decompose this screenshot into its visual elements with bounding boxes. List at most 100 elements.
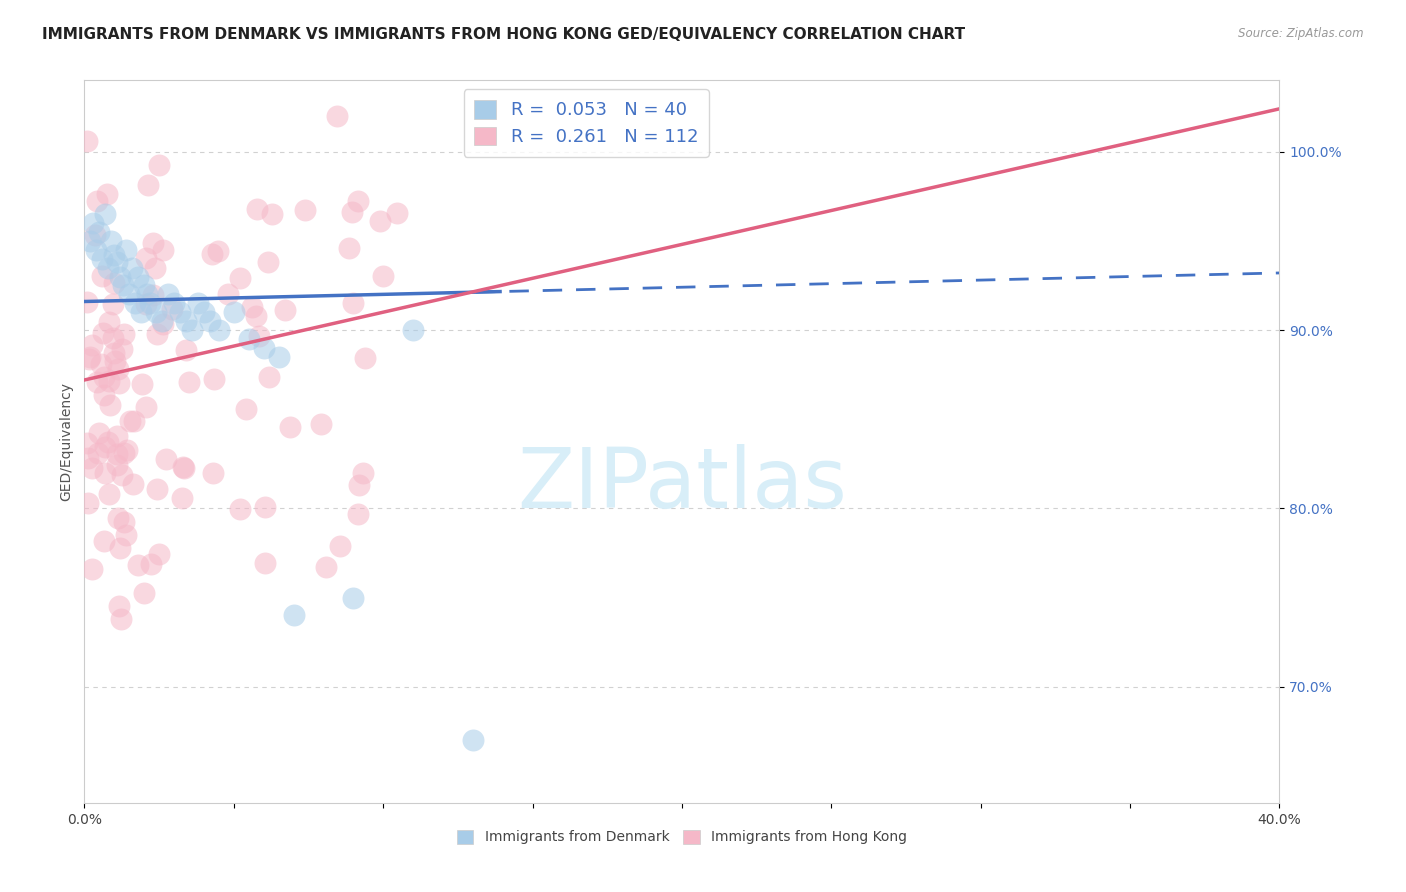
Point xyxy=(87,425,110,440)
Point xyxy=(110,612,132,626)
Point xyxy=(152,244,174,258)
Point xyxy=(352,466,374,480)
Point xyxy=(132,278,156,293)
Point xyxy=(201,246,224,260)
Point xyxy=(371,269,394,284)
Point xyxy=(187,296,209,310)
Point xyxy=(172,491,194,505)
Point xyxy=(177,375,200,389)
Point xyxy=(169,305,191,319)
Point xyxy=(115,443,138,458)
Point xyxy=(246,202,269,216)
Point xyxy=(105,429,128,443)
Point xyxy=(142,235,165,250)
Point xyxy=(103,346,125,360)
Point xyxy=(89,225,111,239)
Point xyxy=(294,202,316,217)
Point xyxy=(146,326,169,341)
Point xyxy=(100,234,122,248)
Point xyxy=(108,541,131,555)
Point xyxy=(253,556,276,570)
Point xyxy=(257,255,280,269)
Point xyxy=(229,502,252,516)
Point xyxy=(84,228,107,243)
Point xyxy=(253,341,276,355)
Point xyxy=(208,323,231,337)
Point xyxy=(76,134,98,148)
Point xyxy=(111,467,134,482)
Point xyxy=(112,446,135,460)
Point xyxy=(79,350,101,364)
Point xyxy=(118,287,141,301)
Point xyxy=(127,558,149,573)
Point xyxy=(127,269,149,284)
Point xyxy=(229,271,252,285)
Point xyxy=(86,375,108,389)
Point xyxy=(347,194,370,208)
Point xyxy=(87,446,110,460)
Point xyxy=(278,420,301,434)
Point xyxy=(354,351,377,366)
Point xyxy=(131,377,153,392)
Point xyxy=(152,318,174,332)
Point xyxy=(122,414,145,428)
Point xyxy=(103,276,125,290)
Point xyxy=(93,441,115,455)
Point xyxy=(235,402,257,417)
Point xyxy=(107,599,129,613)
Point xyxy=(112,515,135,529)
Point xyxy=(136,287,159,301)
Point xyxy=(150,314,173,328)
Point xyxy=(349,478,371,492)
Point xyxy=(222,305,245,319)
Point xyxy=(103,331,125,345)
Point xyxy=(103,248,125,262)
Point xyxy=(337,241,360,255)
Point xyxy=(82,216,104,230)
Point xyxy=(77,352,100,367)
Point xyxy=(97,487,120,501)
Point xyxy=(107,511,129,525)
Point xyxy=(138,178,160,193)
Point xyxy=(121,260,143,275)
Point xyxy=(101,297,124,311)
Point xyxy=(461,733,484,747)
Point xyxy=(163,296,186,310)
Point xyxy=(97,260,120,275)
Point xyxy=(173,460,195,475)
Point xyxy=(148,547,170,561)
Point xyxy=(253,500,276,514)
Point xyxy=(402,323,425,337)
Point xyxy=(198,314,221,328)
Point xyxy=(238,332,260,346)
Point xyxy=(90,269,112,284)
Point xyxy=(247,329,270,343)
Point xyxy=(202,466,225,480)
Point xyxy=(108,376,131,390)
Point xyxy=(139,557,162,571)
Point xyxy=(309,417,332,431)
Point xyxy=(132,586,155,600)
Point xyxy=(155,452,177,467)
Point xyxy=(112,278,135,293)
Point xyxy=(86,194,108,208)
Point xyxy=(347,507,370,521)
Text: ZIPatlas: ZIPatlas xyxy=(517,444,846,525)
Point xyxy=(283,608,305,623)
Point xyxy=(98,315,121,329)
Point xyxy=(368,213,391,227)
Point xyxy=(94,207,117,221)
Point xyxy=(98,398,121,412)
Point xyxy=(174,343,197,357)
Point xyxy=(174,314,197,328)
Point xyxy=(105,458,128,473)
Point xyxy=(79,234,101,248)
Point xyxy=(77,496,100,510)
Point xyxy=(181,323,204,337)
Point xyxy=(342,204,364,219)
Point xyxy=(76,435,98,450)
Point xyxy=(326,109,349,123)
Text: IMMIGRANTS FROM DENMARK VS IMMIGRANTS FROM HONG KONG GED/EQUIVALENCY CORRELATION: IMMIGRANTS FROM DENMARK VS IMMIGRANTS FR… xyxy=(42,27,966,42)
Text: Source: ZipAtlas.com: Source: ZipAtlas.com xyxy=(1239,27,1364,40)
Point xyxy=(142,287,165,301)
